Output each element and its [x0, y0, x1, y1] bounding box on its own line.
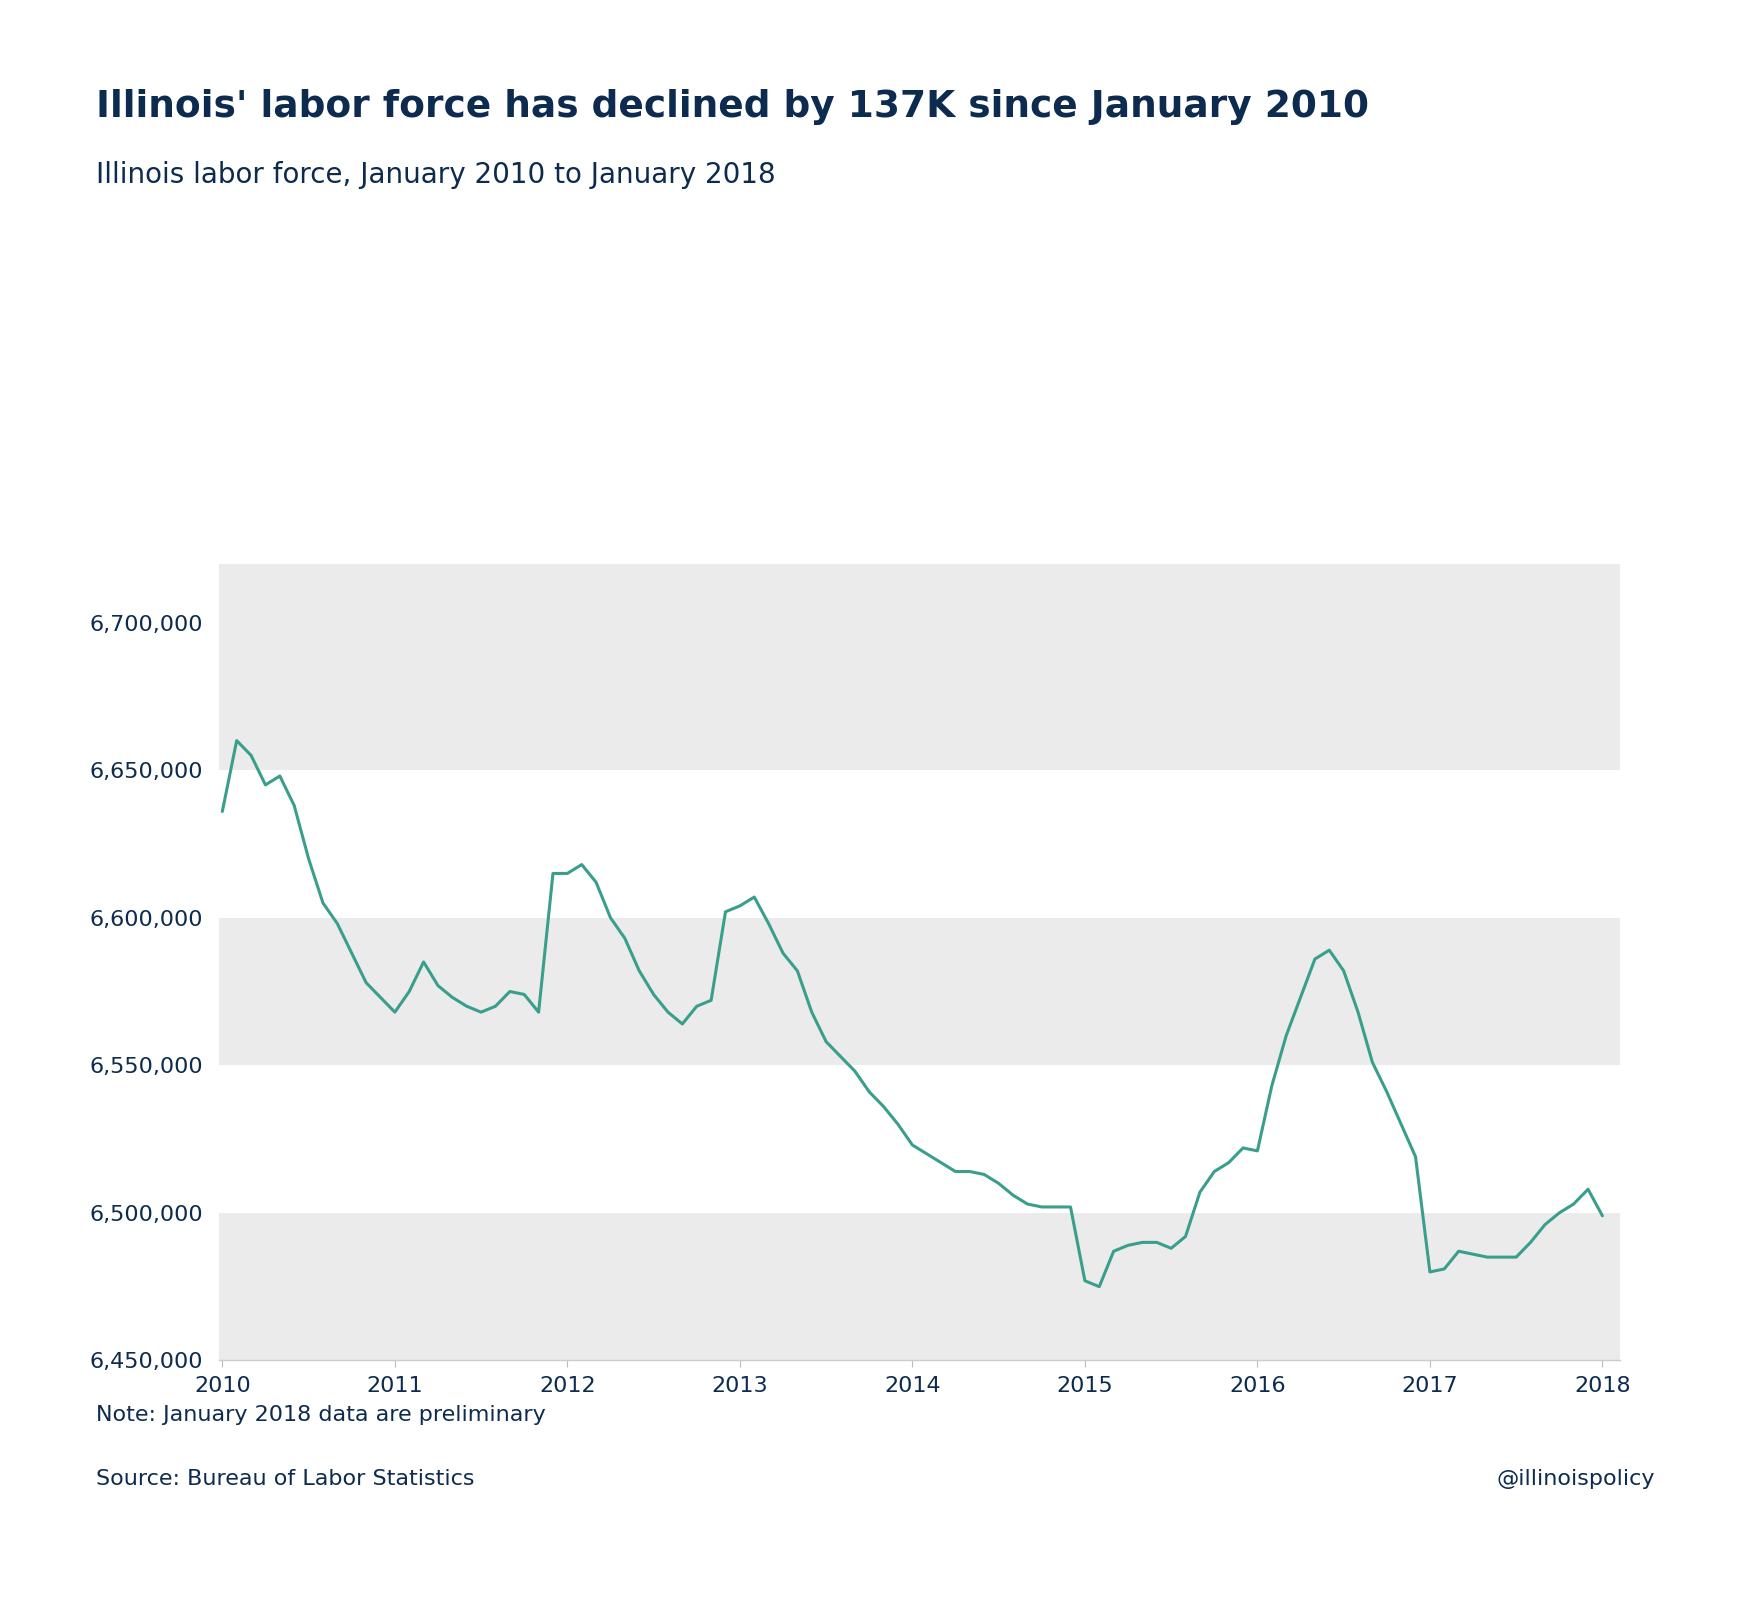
- Text: Illinois' labor force has declined by 137K since January 2010: Illinois' labor force has declined by 13…: [96, 89, 1369, 124]
- Text: @illinoispolicy: @illinoispolicy: [1495, 1470, 1655, 1489]
- Text: Source: Bureau of Labor Statistics: Source: Bureau of Labor Statistics: [96, 1470, 475, 1489]
- Bar: [219, 1212, 1620, 1360]
- Text: Illinois labor force, January 2010 to January 2018: Illinois labor force, January 2010 to Ja…: [96, 161, 776, 188]
- Bar: [219, 564, 1620, 770]
- Text: Note: January 2018 data are preliminary: Note: January 2018 data are preliminary: [96, 1406, 546, 1425]
- Bar: [219, 918, 1620, 1066]
